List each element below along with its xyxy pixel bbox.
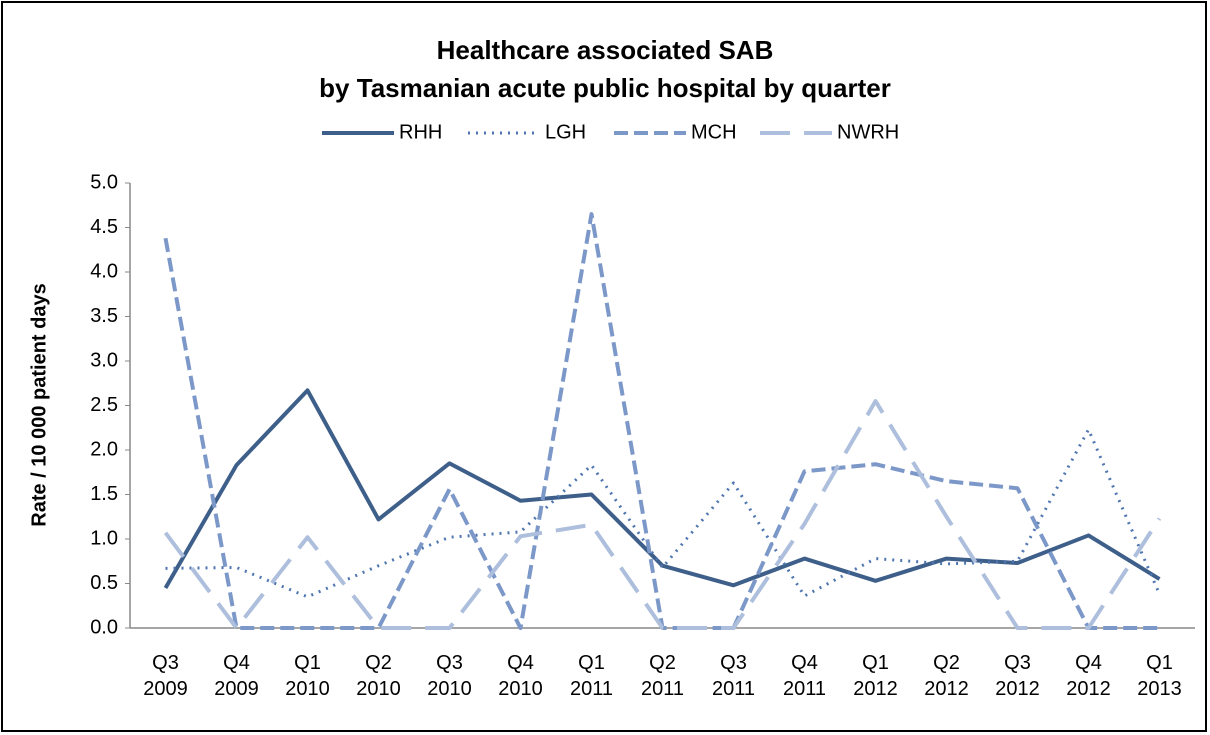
y-tick-label: 3.0 [90,349,118,371]
y-tick-label: 4.5 [90,216,118,238]
x-tick-label: Q4 2012 [1066,652,1111,700]
y-axis-label: Rate / 10 000 patient days [28,283,50,526]
y-tick-label: 0.0 [90,616,118,638]
y-tick-label: 0.5 [90,572,118,594]
legend-label: LGH [545,121,586,143]
x-tick-label: Q3 2011 [712,652,755,700]
chart-title: Healthcare associated SAB [437,35,774,65]
legend-label: RHH [399,121,442,143]
x-tick-label: Q1 2010 [285,652,330,700]
x-tick-label: Q3 2009 [143,652,188,700]
line-series [163,399,1162,630]
y-tick-label: 3.5 [90,305,118,327]
x-tick-label: Q2 2011 [641,652,684,700]
y-tick-label: 4.0 [90,260,118,282]
x-tick-label: Q2 2012 [924,652,969,700]
y-tick-label: 5.0 [90,171,118,193]
x-tick-label: Q1 2011 [570,652,613,700]
x-tick-label: Q3 2012 [995,652,1040,700]
x-tick-label: Q1 2013 [1137,652,1182,700]
legend-label: NWRH [837,121,899,143]
x-tick-label: Q4 2009 [214,652,259,700]
y-tick-label: 2.0 [90,438,118,460]
y-tick-label: 1.0 [90,527,118,549]
x-tick-label: Q3 2010 [427,652,472,700]
x-tick-label: Q4 2011 [783,652,826,700]
chart-subtitle: by Tasmanian acute public hospital by qu… [319,73,891,103]
x-tick-label: Q1 2012 [853,652,898,700]
legend-label: MCH [691,121,737,143]
x-tick-label: Q2 2010 [356,652,401,700]
y-tick-label: 2.5 [90,394,118,416]
x-tick-label: Q4 2010 [498,652,543,700]
y-tick-label: 1.5 [90,483,118,505]
